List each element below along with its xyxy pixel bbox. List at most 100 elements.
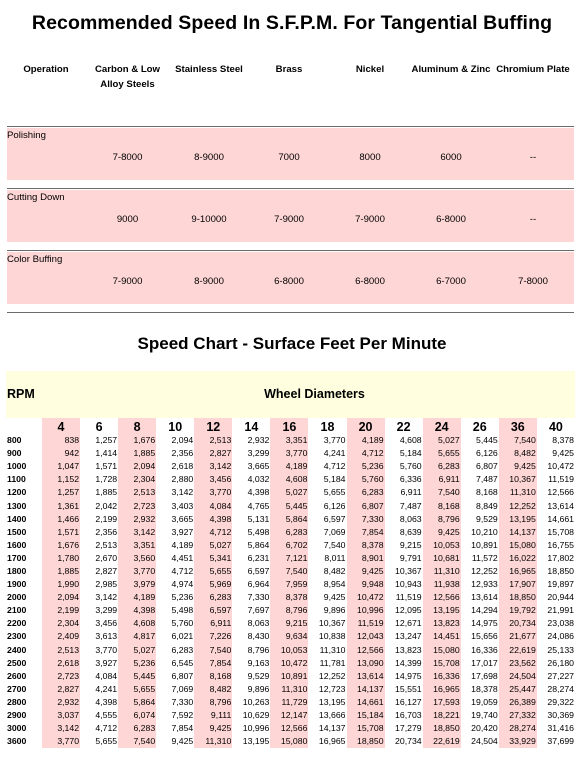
surface-speed-cell: 10,367 (395, 565, 422, 576)
surface-speed-cell: 4,555 (95, 710, 118, 721)
surface-speed-cell: 1,257 (95, 435, 118, 446)
surface-speed-cell: 16,755 (547, 539, 574, 550)
surface-speed-cell: 12,933 (471, 579, 498, 590)
surface-speed-cell: 19,792 (498, 604, 537, 618)
surface-speed-cell: 1,990 (42, 578, 81, 592)
operation-name: Color Buffing (7, 252, 85, 304)
surface-speed-cell: 2,513 (194, 434, 233, 448)
surface-speed-cell: 24,086 (547, 631, 574, 642)
surface-speed-cell: 7,540 (498, 434, 537, 448)
surface-speed-cell: 3,299 (247, 448, 270, 459)
surface-speed-cell: 1,885 (118, 447, 157, 461)
surface-speed-cell: 14,975 (395, 670, 422, 681)
surface-speed-cell: 16,336 (471, 644, 498, 655)
surface-speed-cell: 5,445 (476, 435, 498, 446)
table-row: 1400 1,466 2,199 2,932 3,665 4,398 5,131 5,864 6… (6, 512, 575, 526)
surface-speed-cell: 7,540 (323, 539, 346, 550)
surface-speed-cell: 13,614 (471, 592, 498, 603)
surface-speed-cell: 12,566 (270, 722, 309, 736)
surface-speed-cell: 1,152 (42, 473, 81, 487)
rpm-value: 2900 (7, 710, 27, 721)
surface-speed-cell: 12,252 (498, 499, 537, 513)
diameter-header: 8 (118, 418, 157, 434)
surface-speed-cell: 10,053 (422, 538, 461, 552)
diameter-header: 6 (95, 420, 103, 434)
surface-speed-cell: 16,022 (498, 551, 537, 565)
surface-speed-cell: 8,482 (498, 447, 537, 461)
surface-speed-cell: 12,566 (346, 643, 385, 657)
surface-speed-cell: 3,142 (95, 592, 118, 603)
surface-speed-cell: 2,827 (194, 447, 233, 461)
surface-speed-cell: 23,562 (498, 656, 537, 670)
surface-speed-cell: 5,341 (194, 551, 233, 565)
rpm-value: 2600 (7, 670, 27, 681)
column-header: Aluminum & Zinc (411, 64, 491, 75)
surface-speed-cell: 2,618 (42, 656, 81, 670)
surface-speed-cell: 12,566 (422, 591, 461, 605)
surface-speed-cell: 5,445 (270, 499, 309, 513)
surface-speed-cell: 5,236 (118, 656, 157, 670)
surface-speed-cell: 8,378 (270, 591, 309, 605)
rpm-value: 3000 (7, 723, 27, 734)
rpm-value: 1400 (7, 513, 27, 524)
rpm-value: 3600 (7, 736, 27, 747)
surface-speed-cell: 9,791 (399, 552, 422, 563)
surface-speed-cell: 26,180 (547, 657, 574, 668)
surface-speed-cell: 6,545 (171, 657, 194, 668)
surface-speed-cell: 2,304 (42, 617, 81, 631)
surface-speed-cell: 6,336 (399, 474, 422, 485)
surface-speed-cell: 9,111 (194, 708, 233, 723)
surface-speed-cell: 17,802 (547, 552, 574, 563)
column-header: Stainless Steel (175, 64, 243, 75)
surface-speed-cell: 7,226 (194, 630, 233, 644)
rpm-value: 2200 (7, 618, 27, 629)
surface-speed-cell: 8,482 (323, 565, 346, 576)
surface-speed-cell: 7,540 (118, 735, 157, 749)
surface-speed-cell: 2,199 (95, 513, 118, 524)
surface-speed-cell: 6,283 (118, 722, 157, 736)
speed-value: 8-9000 (170, 128, 248, 180)
surface-speed-cell: 5,864 (247, 539, 270, 550)
surface-speed-cell: 17,279 (395, 723, 422, 734)
table-row: 2800 2,932 4,398 5,864 7,330 8,796 10,263 11,72… (6, 695, 575, 709)
surface-speed-cell: 20,420 (471, 723, 498, 734)
surface-speed-cell: 16,965 (318, 736, 346, 747)
surface-speed-cell: 2,304 (118, 473, 157, 487)
surface-speed-cell: 5,969 (194, 578, 233, 592)
surface-speed-cell: 2,513 (95, 539, 118, 550)
table-row: 3000 3,142 4,712 6,283 7,854 9,425 10,996 12,56… (6, 722, 575, 736)
surface-speed-cell: 9,425 (194, 722, 233, 736)
surface-speed-cell: 2,356 (171, 448, 194, 459)
surface-speed-cell: 7,330 (247, 592, 270, 603)
table-row: 1700 1,780 2,670 3,560 4,451 5,341 6,231 7,121 8… (6, 551, 575, 565)
surface-speed-cell: 5,027 (194, 538, 233, 552)
surface-speed-cell: 4,084 (194, 499, 233, 513)
surface-speed-cell: 4,398 (95, 696, 118, 707)
separator-line (7, 118, 574, 127)
surface-speed-cell: 8,168 (422, 499, 461, 513)
surface-speed-cell: 2,723 (42, 669, 81, 683)
table-row: 2900 3,037 4,555 6,074 7,592 9,111 10,629 12,14… (6, 708, 575, 723)
surface-speed-cell: 1,676 (42, 538, 81, 552)
surface-speed-cell: 3,403 (171, 500, 194, 511)
surface-speed-cell: 10,629 (242, 710, 270, 721)
surface-speed-cell: 4,712 (171, 565, 194, 576)
diameter-header: 40 (548, 420, 563, 434)
surface-speed-cell: 16,336 (422, 669, 461, 683)
surface-speed-cell: 6,021 (171, 631, 194, 642)
surface-speed-cell: 10,943 (395, 579, 422, 590)
diameter-header-row: 4 6 8 10 12 14 16 18 20 22 24 26 36 40 (6, 418, 575, 434)
surface-speed-cell: 5,760 (399, 461, 422, 472)
speed-value: 7-8000 (492, 252, 574, 304)
surface-speed-cell: 15,080 (422, 643, 461, 657)
operation-name: Cutting Down (7, 190, 85, 242)
surface-speed-cell: 6,911 (422, 473, 461, 487)
surface-speed-cell: 6,597 (194, 604, 233, 618)
speed-value: 6-8000 (248, 252, 330, 304)
speed-value: 7-9000 (248, 190, 330, 242)
diameter-header: 12 (194, 418, 233, 434)
surface-speed-cell: 6,911 (194, 617, 233, 631)
surface-speed-cell: 3,351 (118, 538, 157, 552)
table-row: 900 942 1,414 1,885 2,356 2,827 3,299 3,770 4,24… (6, 447, 575, 461)
surface-speed-cell: 21,991 (547, 605, 574, 616)
